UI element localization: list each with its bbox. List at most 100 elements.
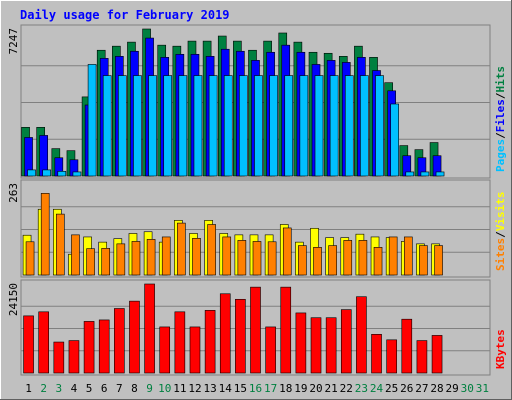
legend-entry: / [494, 231, 507, 238]
x-tick-label: 8 [131, 382, 138, 395]
kbytes-bar [219, 293, 231, 374]
visits-legend: Sites/Visits [494, 192, 507, 272]
pages-bar [435, 171, 445, 177]
legend-entry: Hits [494, 66, 507, 93]
x-tick-label: 23 [355, 382, 368, 395]
pages-bar [344, 75, 354, 177]
pages-bar [405, 171, 415, 177]
sites-bar [161, 236, 171, 276]
pages-bar [239, 75, 248, 177]
kbytes-bar [235, 298, 246, 374]
visits-panel: 263 Sites/Visits [7, 179, 507, 278]
kbytes-bar [38, 311, 49, 374]
x-tick-label: 27 [415, 382, 428, 395]
chart-title: Daily usage for February 2019 [20, 8, 230, 22]
x-tick-label: 16 [249, 382, 262, 395]
legend-entry: Files [494, 99, 507, 132]
kbytes-bar [431, 335, 443, 374]
kbytes-bar [356, 296, 367, 374]
x-tick-label: 15 [234, 382, 247, 395]
kbytes-bar [23, 315, 34, 374]
kbytes-bar [295, 312, 307, 374]
kbytes-panel: 24150 KBytes [7, 279, 507, 376]
kbytes-bar [280, 286, 292, 374]
kbytes-bar [68, 340, 80, 374]
chart-panels: 7247Pages/Files/Hits263Sites/Visits24150… [7, 24, 507, 376]
kbytes-bar [189, 326, 201, 374]
x-tick-label: 7 [116, 382, 123, 395]
legend-entry: / [494, 132, 507, 139]
pages-bar [133, 75, 142, 177]
kbytes-bar [114, 308, 125, 374]
x-tick-label: 14 [219, 382, 233, 395]
x-tick-label: 25 [385, 382, 398, 395]
sites-bar [434, 245, 443, 276]
x-tick-label: 3 [56, 382, 63, 395]
kbytes-bar [416, 340, 428, 374]
sites-bar [86, 248, 95, 276]
x-axis: 1 2 3 4 5 6 7 8 9 10 11 12 13 14 15 16 17 18 19 20 21 22 23 24 2… [25, 382, 489, 395]
pages-bar [72, 171, 82, 177]
pages-bar [390, 103, 399, 177]
sites-bar [252, 241, 262, 276]
sites-bar [403, 236, 413, 276]
kbytes-bar [204, 310, 216, 374]
x-tick-label: 9 [146, 382, 153, 395]
sites-bar [343, 240, 353, 276]
x-tick-label: 26 [400, 382, 413, 395]
x-tick-label: 13 [203, 382, 216, 395]
sites-bar [237, 240, 247, 276]
sites-bar [56, 213, 65, 276]
pages-bar [284, 75, 294, 177]
kbytes-bar [401, 318, 413, 374]
sites-bar [40, 193, 50, 276]
legend-entry: Visits [494, 192, 507, 232]
x-tick-label: 10 [158, 382, 171, 395]
sites-bar [101, 248, 111, 276]
kbytes-bar [144, 283, 155, 374]
pages-bar [42, 169, 51, 177]
sites-bar [267, 241, 277, 276]
pages-bar [102, 75, 112, 177]
kbytes-bar [265, 326, 276, 374]
legend-entry: / [494, 92, 507, 99]
kbytes-bar [250, 286, 261, 374]
kbytes-bar [129, 300, 140, 374]
kbytes-bar [371, 334, 382, 374]
pages-bar [178, 75, 188, 177]
sites-bar [146, 239, 156, 276]
pages-bar [254, 75, 263, 177]
x-tick-label: 5 [86, 382, 93, 395]
x-tick-label: 12 [188, 382, 201, 395]
sites-bar [222, 236, 232, 276]
pages-bar [27, 169, 36, 177]
sites-bar [116, 243, 126, 276]
kbytes-bar [325, 317, 337, 374]
legend-entry: KBytes [494, 329, 507, 369]
x-tick-label: 31 [476, 382, 489, 395]
x-tick-label: 18 [279, 382, 292, 395]
pages-bar [223, 75, 233, 177]
visits-ymax-label: 263 [7, 183, 20, 203]
x-tick-label: 11 [173, 382, 186, 395]
kbytes-ymax-label: 24150 [7, 283, 20, 316]
legend-entry: Sites [494, 238, 507, 271]
pages-bar [118, 75, 127, 177]
pages-bar [57, 171, 67, 177]
sites-bar [192, 238, 201, 276]
x-tick-label: 21 [325, 382, 338, 395]
pages-bar [193, 75, 203, 177]
kbytes-bar [386, 339, 397, 374]
sites-bar [177, 222, 186, 276]
pages-bar [314, 75, 324, 177]
x-tick-label: 22 [340, 382, 353, 395]
pages-bar [299, 75, 309, 177]
x-tick-label: 6 [101, 382, 108, 395]
sites-bar [298, 245, 307, 276]
pages-bar [329, 75, 339, 177]
kbytes-bar [174, 311, 186, 374]
sites-bar [131, 241, 141, 276]
hits-ymax-label: 7247 [7, 28, 20, 55]
sites-bar [388, 236, 398, 276]
